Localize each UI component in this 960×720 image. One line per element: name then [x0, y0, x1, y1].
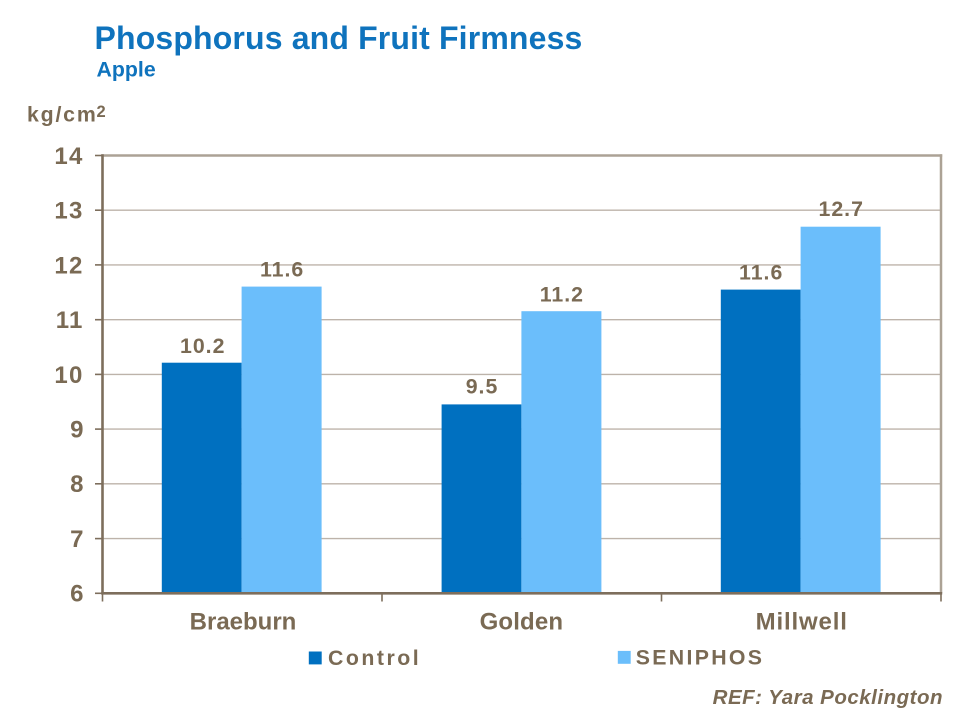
- svg-text:10.2: 10.2: [180, 334, 225, 358]
- svg-text:14: 14: [54, 143, 83, 170]
- svg-text:10: 10: [54, 362, 83, 389]
- svg-text:Golden: Golden: [480, 608, 564, 635]
- svg-text:Phosphorus and Fruit Firmness: Phosphorus and Fruit Firmness: [95, 20, 583, 56]
- svg-text:kg/cm: kg/cm: [27, 103, 98, 127]
- svg-text:8: 8: [70, 471, 83, 498]
- svg-text:Millwell: Millwell: [756, 608, 848, 635]
- svg-text:REF: Yara Pocklington: REF: Yara Pocklington: [713, 686, 943, 709]
- svg-text:11.6: 11.6: [739, 261, 783, 285]
- svg-text:11.2: 11.2: [540, 283, 584, 307]
- svg-text:11.6: 11.6: [260, 257, 304, 281]
- svg-text:6: 6: [70, 581, 83, 608]
- svg-text:7: 7: [70, 526, 83, 553]
- svg-text:13: 13: [54, 198, 83, 225]
- svg-text:9: 9: [70, 417, 83, 444]
- svg-text:Apple: Apple: [97, 57, 156, 81]
- svg-text:SENIPHOS: SENIPHOS: [636, 646, 764, 670]
- svg-text:Control: Control: [328, 646, 421, 670]
- svg-text:12: 12: [54, 252, 83, 279]
- svg-text:2: 2: [97, 103, 106, 121]
- svg-text:11: 11: [56, 307, 84, 334]
- svg-text:12.7: 12.7: [818, 197, 863, 221]
- svg-text:9.5: 9.5: [466, 375, 499, 399]
- svg-text:Braeburn: Braeburn: [190, 608, 297, 635]
